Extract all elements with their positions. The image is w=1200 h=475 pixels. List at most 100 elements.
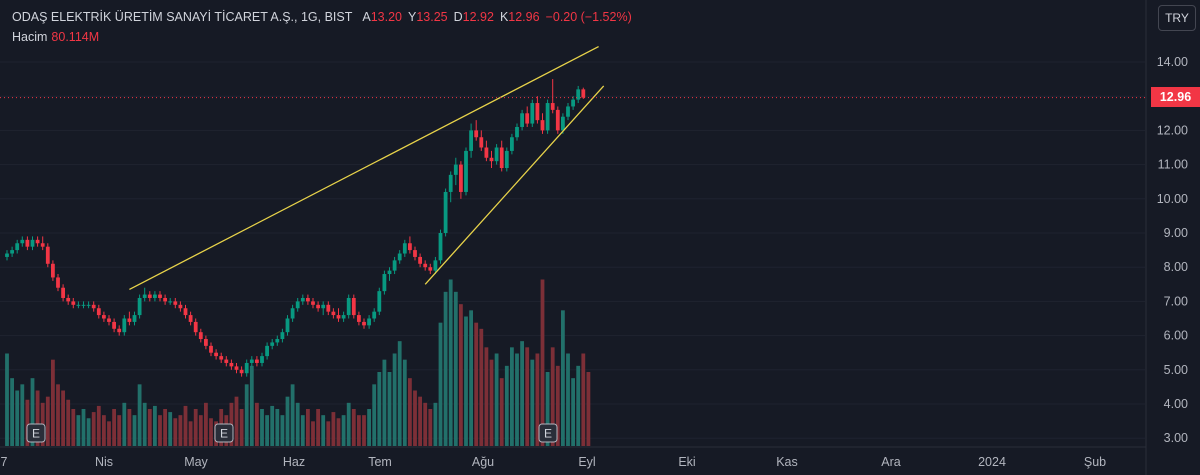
price-tick-label: 10.00 <box>1157 192 1188 206</box>
volume-bar <box>484 347 489 446</box>
candle-body <box>127 318 132 322</box>
candle-body <box>326 304 331 312</box>
volume-bar <box>25 399 30 446</box>
volume-bar <box>265 415 269 446</box>
volume-bar <box>499 378 504 446</box>
candle-body <box>438 233 443 261</box>
candle-body <box>545 103 550 131</box>
volume-bar <box>158 415 162 446</box>
volume-bar <box>341 415 346 446</box>
price-tick-label: 14.00 <box>1157 55 1188 69</box>
candle-body <box>255 359 259 363</box>
volume-bar <box>71 409 76 446</box>
candle-body <box>295 301 300 309</box>
candle-body <box>494 147 499 162</box>
candle-body <box>453 164 458 175</box>
candle-body <box>346 297 351 316</box>
volume-bar <box>504 365 509 446</box>
candle-body <box>173 301 178 305</box>
candle-body <box>214 352 218 357</box>
candle-body <box>459 164 463 192</box>
candle-body <box>10 250 14 254</box>
volume-bar <box>326 421 331 446</box>
candle-body <box>397 253 402 261</box>
volume-bar <box>81 409 86 446</box>
low-value: 12.92 <box>462 10 494 24</box>
candles <box>5 79 586 377</box>
volume-bar <box>453 291 458 446</box>
candle-body <box>260 356 264 363</box>
volume-bar <box>10 378 14 446</box>
volume-bar <box>127 409 132 446</box>
candle-body <box>341 315 346 319</box>
open-value: 13.20 <box>370 10 402 24</box>
volume-bar <box>204 402 208 446</box>
earnings-marker-box <box>214 423 234 443</box>
volume-bar <box>377 372 382 446</box>
volume-bar <box>290 384 295 446</box>
candle-body <box>285 318 290 333</box>
volume-bar <box>137 384 142 446</box>
volume-bar <box>35 390 40 446</box>
time-tick-label: Eki <box>678 455 695 469</box>
volume-bar <box>566 353 570 446</box>
volume-bar <box>311 421 315 446</box>
time-tick-label: Nis <box>95 455 113 469</box>
volume-bar <box>66 399 71 446</box>
candle-body <box>158 294 162 298</box>
volume-bar <box>423 402 428 446</box>
volume-bar <box>331 412 336 446</box>
volume-bar <box>362 415 366 446</box>
candle-body <box>275 339 280 343</box>
volume-bar <box>392 353 397 446</box>
volume-bar <box>397 341 402 446</box>
candle-body <box>76 304 81 306</box>
candle-body <box>35 239 40 244</box>
candle-body <box>40 243 45 247</box>
volume-bar <box>510 347 514 446</box>
volume-bar <box>438 322 443 446</box>
trendlines[interactable] <box>129 46 605 291</box>
candle-body <box>555 109 560 131</box>
candle-body <box>132 315 137 322</box>
volume-bar <box>295 402 300 446</box>
volume-bar <box>561 310 565 446</box>
candle-body <box>418 256 422 264</box>
time-tick-label: Haz <box>283 455 305 469</box>
volume-bar <box>61 390 65 446</box>
candle-body <box>249 359 254 363</box>
volume-bar <box>173 418 178 446</box>
volume-bar <box>20 384 25 446</box>
volume-bar <box>479 328 484 446</box>
volume-bar <box>351 409 356 446</box>
volume-bar <box>112 409 116 446</box>
volume-bar <box>372 384 377 446</box>
candle-body <box>183 308 188 316</box>
time-axis[interactable]: 7 Nis May Haz Tem Ağu Eyl Eki Kas Ara 2024 Şub <box>1 455 1107 469</box>
candle-body <box>168 301 173 303</box>
candle-body <box>51 263 55 278</box>
volume-bar <box>122 402 127 446</box>
candle-body <box>198 332 203 340</box>
currency-button[interactable]: TRY <box>1158 5 1196 31</box>
volume-bar <box>428 409 433 446</box>
candle-body <box>351 297 356 316</box>
volume-bar <box>418 396 422 446</box>
candle-body <box>30 239 35 247</box>
candle-body <box>290 308 295 319</box>
volume-bar <box>300 415 305 446</box>
candle-body <box>535 103 540 121</box>
volume-bar <box>459 304 463 446</box>
earnings-marker-label: E <box>220 427 228 441</box>
price-tick-label: 12.00 <box>1157 123 1188 137</box>
volume-bar <box>193 409 198 446</box>
candle-body <box>107 318 111 322</box>
volume-bar <box>249 365 254 446</box>
volume-bar <box>576 365 581 446</box>
candle-body <box>515 126 519 138</box>
price-axis[interactable]: 3.00 4.00 5.00 6.00 7.00 8.00 9.00 10.00 11.00 12… <box>1157 55 1188 445</box>
symbol-legend: ODAŞ ELEKTRİK ÜRETİM SANAYİ TİCARET A.Ş.… <box>12 8 638 46</box>
volume-bar <box>244 384 249 446</box>
